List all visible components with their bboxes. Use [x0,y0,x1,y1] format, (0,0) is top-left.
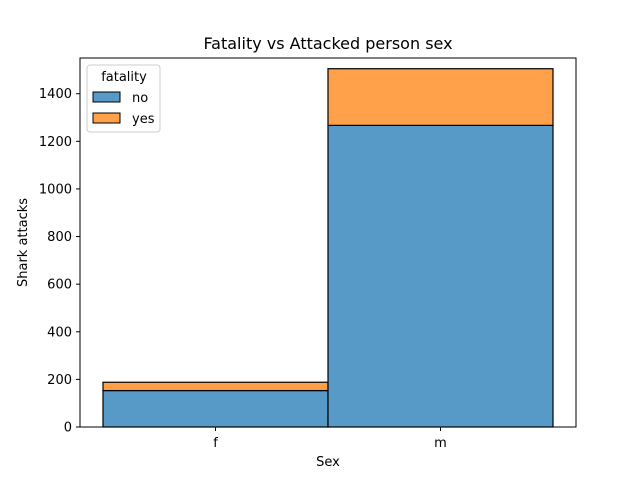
bar-yes-f [102,381,329,392]
legend-swatch-yes [92,112,121,124]
y-tick-label: 1000 [39,182,72,197]
bar-group [102,68,554,428]
plot-frame [79,57,577,428]
legend-title: fatality [101,70,147,85]
y-axis-label: Shark attacks [16,198,31,287]
legend-label-yes: yes [132,112,155,127]
y-tick-label: 200 [47,373,72,388]
y-tick-label: 400 [47,325,72,340]
legend: fatality no yes [86,64,161,133]
y-tick-label: 1400 [39,87,72,102]
y-tick-label: 800 [47,230,72,245]
x-tick-label: m [434,436,447,451]
chart-title: Fatality vs Attacked person sex [203,34,452,53]
y-tick-label: 0 [64,421,72,436]
y-axis: 0 200 400 600 800 1000 1200 1400 [39,87,80,436]
legend-label-no: no [132,91,148,106]
x-tick-label: f [213,436,218,451]
legend-swatch-no [92,91,121,103]
x-axis-label: Sex [316,455,340,470]
y-tick-label: 1200 [39,135,72,150]
bar-no-m [327,124,554,428]
bar-yes-m [327,68,554,126]
y-tick-label: 600 [47,278,72,293]
bar-no-f [102,389,329,428]
